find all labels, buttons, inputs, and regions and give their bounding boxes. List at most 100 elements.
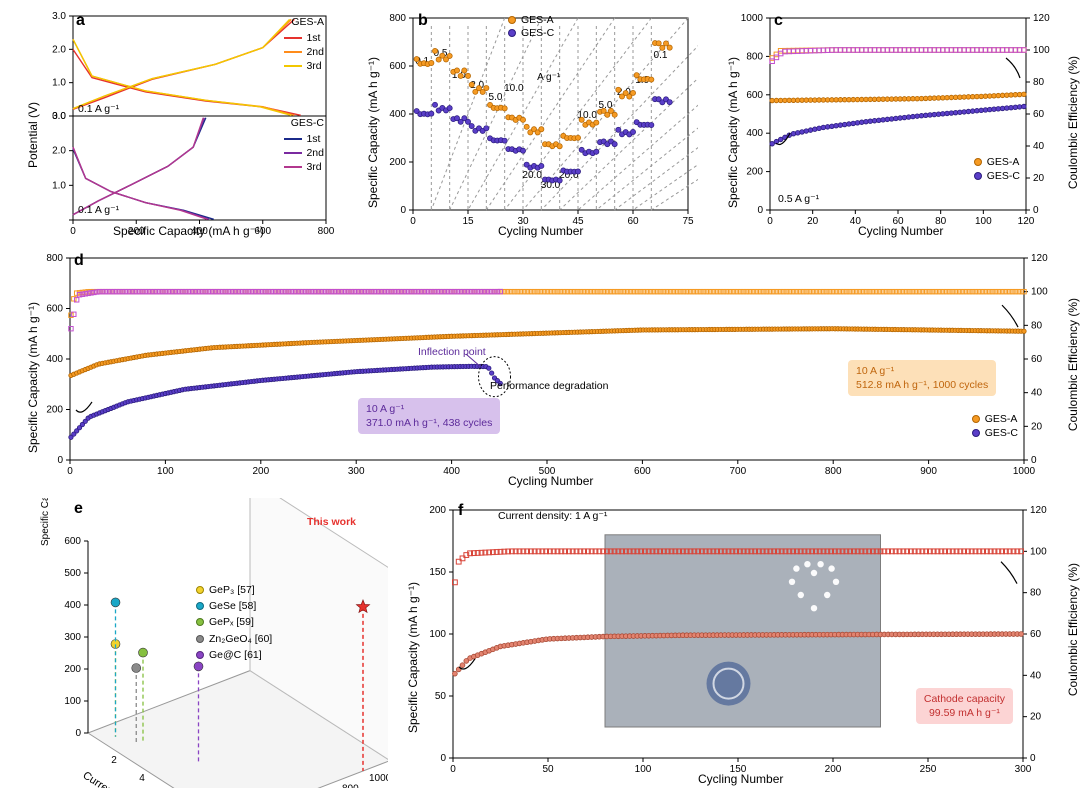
a-top-1st: 1st: [306, 32, 320, 44]
svg-text:0: 0: [57, 455, 63, 466]
panel-c: c Specific Capacity (mA h g⁻¹) Coulombic…: [718, 8, 1068, 238]
a-top-3rd: 3rd: [306, 60, 321, 72]
svg-text:800: 800: [825, 466, 842, 477]
svg-text:2: 2: [111, 755, 117, 766]
c-leg-c: GES-C: [987, 170, 1020, 182]
svg-text:20: 20: [1030, 712, 1042, 723]
svg-text:0.1: 0.1: [654, 50, 668, 61]
svg-text:1000: 1000: [369, 773, 388, 784]
d-leg-a: GES-A: [985, 413, 1018, 425]
e-ref0: GeP₃ [57]: [209, 583, 255, 597]
b-leg-a: GES-A: [521, 14, 554, 26]
panel-label-b: b: [418, 12, 428, 30]
svg-text:40: 40: [1033, 141, 1045, 152]
panel-b: b Specific Capacity (mA h g⁻¹) 015304560…: [358, 8, 698, 238]
svg-text:120: 120: [1018, 216, 1035, 227]
f-badge-title: Cathode capacity: [924, 693, 1005, 705]
svg-text:120: 120: [1030, 505, 1047, 516]
svg-text:50: 50: [542, 764, 554, 775]
svg-text:600: 600: [634, 466, 651, 477]
a-bot-2nd: 2nd: [306, 147, 324, 159]
b-ylabel: Specific Capacity (mA h g⁻¹): [366, 57, 380, 208]
svg-text:0: 0: [70, 226, 76, 237]
d-legend: GES-A GES-C: [972, 413, 1018, 441]
svg-text:0: 0: [757, 205, 763, 216]
svg-text:0: 0: [410, 216, 416, 227]
f-xlabel: Cycling Number: [698, 772, 783, 786]
svg-text:600: 600: [746, 90, 763, 101]
svg-text:100: 100: [1031, 287, 1048, 298]
svg-text:700: 700: [729, 466, 746, 477]
svg-text:60: 60: [1030, 629, 1042, 640]
e-legend: GeP₃ [57] GeSe [58] GePₓ [59] Zn₂GeO₄ [6…: [196, 583, 272, 664]
a-ylabel: Potential (V): [26, 102, 40, 168]
a-bot-1st: 1st: [306, 133, 320, 145]
f-badge-text: 99.59 mA h g⁻¹: [929, 707, 1000, 719]
svg-text:1.0: 1.0: [52, 180, 66, 191]
f-y2label: Coulombic Efficiency (%): [1066, 563, 1080, 696]
a-bot-3rd: 3rd: [306, 161, 321, 173]
svg-text:60: 60: [627, 216, 639, 227]
svg-text:200: 200: [252, 466, 269, 477]
svg-text:500: 500: [64, 568, 81, 579]
d-inflection: Inflection point: [418, 346, 486, 358]
c-ylabel: Specific Capacity (mA h g⁻¹): [726, 57, 740, 208]
svg-text:900: 900: [920, 466, 937, 477]
svg-text:Specific Capacity (mA h g⁻¹): Specific Capacity (mA h g⁻¹): [40, 498, 51, 546]
e-ref3: Zn₂GeO₄ [60]: [209, 632, 272, 646]
svg-text:800: 800: [389, 13, 406, 24]
svg-text:5.0: 5.0: [489, 92, 503, 103]
a-xlabel: Specific Capacity (mA h g⁻¹): [113, 224, 264, 238]
panel-label-a: a: [76, 12, 85, 30]
b-xlabel: Cycling Number: [498, 224, 583, 238]
svg-text:120: 120: [1031, 253, 1048, 264]
svg-text:A g⁻¹: A g⁻¹: [537, 72, 561, 83]
f-rate: Current density: 1 A g⁻¹: [498, 510, 607, 522]
svg-text:0: 0: [1031, 455, 1037, 466]
c-y2label: Coulombic Efficiency (%): [1066, 56, 1080, 189]
e-ref2: GePₓ [59]: [209, 615, 254, 629]
e-thiswork: This work: [307, 516, 356, 528]
svg-text:100: 100: [64, 696, 81, 707]
svg-text:0: 0: [75, 728, 81, 739]
a-top-2nd: 2nd: [306, 46, 324, 58]
svg-text:0: 0: [767, 216, 773, 227]
svg-text:80: 80: [1031, 320, 1043, 331]
svg-text:100: 100: [635, 764, 652, 775]
panel-label-c: c: [774, 12, 783, 30]
svg-text:100: 100: [1033, 45, 1050, 56]
svg-text:10.0: 10.0: [504, 83, 524, 94]
chart-b: 0153045607502004006008000.10.51.02.05.01…: [358, 8, 698, 238]
c-legend: GES-A GES-C: [974, 156, 1020, 184]
d-badge-a-text: 512.8 mA h g⁻¹, 1000 cycles: [856, 379, 988, 391]
svg-text:80: 80: [1030, 588, 1042, 599]
svg-text:400: 400: [746, 128, 763, 139]
svg-text:300: 300: [64, 632, 81, 643]
a-top-series: GES-A: [291, 16, 324, 28]
svg-text:600: 600: [389, 61, 406, 72]
c-leg-a: GES-A: [987, 156, 1020, 168]
svg-text:200: 200: [429, 505, 446, 516]
svg-text:15: 15: [462, 216, 474, 227]
svg-text:100: 100: [1030, 546, 1047, 557]
svg-text:600: 600: [46, 304, 63, 315]
svg-text:400: 400: [64, 600, 81, 611]
svg-text:75: 75: [682, 216, 694, 227]
svg-text:250: 250: [920, 764, 937, 775]
svg-text:20: 20: [1033, 173, 1045, 184]
svg-text:800: 800: [46, 253, 63, 264]
a-rate-top: 0.1 A g⁻¹: [78, 103, 119, 115]
d-leg-c: GES-C: [985, 427, 1018, 439]
svg-text:600: 600: [64, 536, 81, 547]
panel-label-e: e: [74, 500, 83, 518]
svg-text:200: 200: [825, 764, 842, 775]
svg-text:0: 0: [1033, 205, 1039, 216]
svg-text:0: 0: [1030, 753, 1036, 764]
a-bottom-series: GES-C: [291, 117, 324, 129]
d-badge-c-title: 10 A g⁻¹: [366, 403, 404, 415]
svg-text:60: 60: [1033, 109, 1045, 120]
panel-e: e 01002003004005006002468100200400600800…: [18, 498, 388, 788]
svg-text:150: 150: [429, 567, 446, 578]
svg-text:400: 400: [389, 109, 406, 120]
f-ylabel: Specific Capacity (mA h g⁻¹): [406, 582, 420, 733]
